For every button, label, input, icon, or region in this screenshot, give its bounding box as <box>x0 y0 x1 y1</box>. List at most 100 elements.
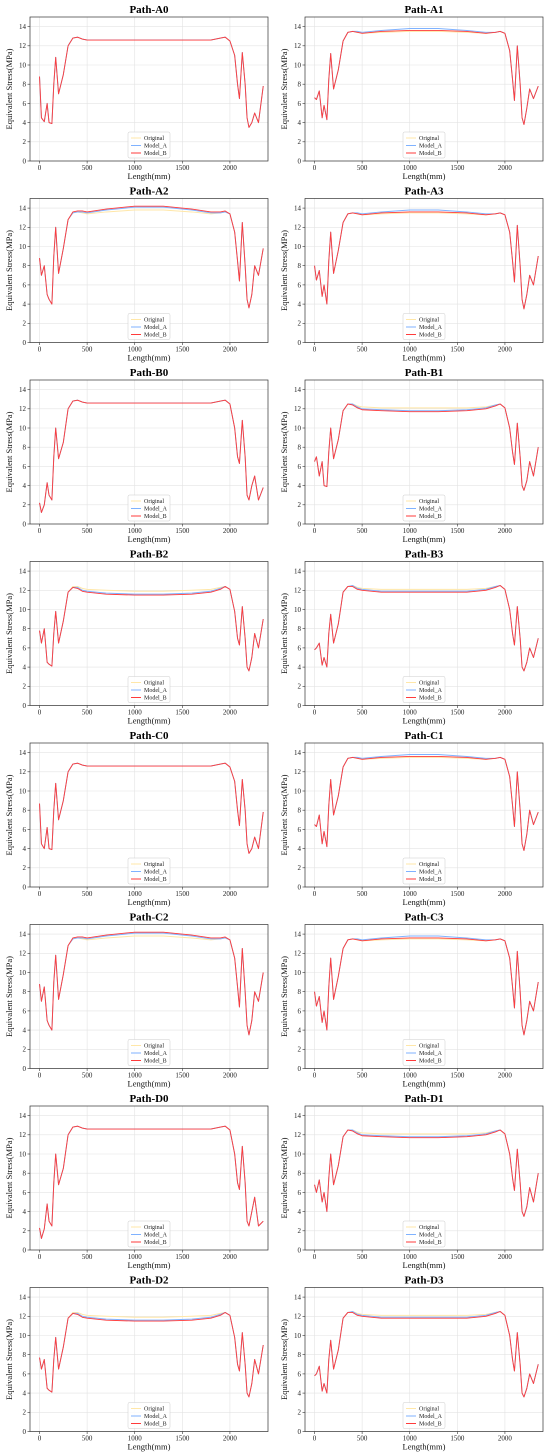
legend-label: Model_B <box>419 1422 442 1428</box>
y-tick-label: 14 <box>294 568 302 576</box>
x-tick-label: 1000 <box>128 890 143 898</box>
x-tick-label: 500 <box>357 1435 368 1443</box>
x-axis-label: Length(mm) <box>403 171 446 181</box>
legend-label: Original <box>419 1407 439 1413</box>
y-tick-label: 6 <box>298 1370 302 1378</box>
x-tick-label: 1000 <box>128 1072 143 1080</box>
x-tick-label: 0 <box>38 709 42 717</box>
chart-panel-a1: Path-A1 0 2 4 6 8 10 12 14 0 500 1000 1500 2000 Length… <box>279 4 544 181</box>
y-tick-label: 8 <box>23 262 27 270</box>
plot-frame <box>29 379 269 525</box>
x-axis-label: Length(mm) <box>128 534 171 544</box>
y-tick-label: 2 <box>298 501 302 509</box>
x-tick-label: 1000 <box>128 1435 143 1443</box>
y-tick-label: 8 <box>298 807 302 815</box>
x-tick-label: 2000 <box>223 527 238 535</box>
y-tick-label: 6 <box>23 1370 27 1378</box>
y-tick-label: 2 <box>298 1046 302 1054</box>
legend-label: Model_B <box>144 877 167 883</box>
x-tick-label: 500 <box>82 1072 93 1080</box>
x-axis-label: Length(mm) <box>403 353 446 363</box>
x-axis-label: Length(mm) <box>128 171 171 181</box>
y-tick-label: 12 <box>19 768 27 776</box>
chart-panel-d1: Path-D1 0 2 4 6 8 10 12 14 0 500 1000 1500 2000 Length… <box>279 1093 544 1270</box>
y-axis-label: Equivalent Stress(MPa) <box>279 411 289 492</box>
series-line-model-b <box>314 1311 539 1398</box>
y-tick-label: 6 <box>23 1189 27 1197</box>
x-tick-label: 2000 <box>498 1435 513 1443</box>
x-tick-label: 1000 <box>403 1072 418 1080</box>
legend-label: Model_B <box>144 151 167 157</box>
y-axis-label: Equivalent Stress(MPa) <box>279 1137 289 1218</box>
y-tick-label: 14 <box>19 386 27 394</box>
y-tick-label: 2 <box>23 1409 27 1417</box>
x-tick-label: 0 <box>313 1435 317 1443</box>
legend-label: Model_B <box>419 151 442 157</box>
y-tick-label: 8 <box>23 1351 27 1359</box>
x-tick-label: 500 <box>357 890 368 898</box>
plot-frame <box>29 561 269 706</box>
chart-title: Path-C2 <box>129 912 169 924</box>
y-tick-label: 12 <box>19 405 27 413</box>
chart-panel-b0: Path-B0 0 2 4 6 8 10 12 14 0 500 1000 1500 2000 Length… <box>4 367 269 544</box>
y-tick-label: 4 <box>298 845 302 853</box>
x-axis-label: Length(mm) <box>128 1260 171 1270</box>
legend-label: Model_B <box>144 514 167 520</box>
series-line-model-b <box>39 399 264 513</box>
chart-panel-a2: Path-A2 0 2 4 6 8 10 12 14 0 500 1000 1500 2000 Length… <box>4 186 269 363</box>
y-tick-label: 10 <box>19 969 27 977</box>
legend-label: Model_A <box>144 1414 168 1420</box>
legend-label: Original <box>144 136 164 142</box>
x-tick-label: 0 <box>313 890 317 898</box>
legend-label: Original <box>419 862 439 868</box>
x-tick-label: 2000 <box>498 164 513 172</box>
y-tick-label: 10 <box>294 243 302 251</box>
x-tick-label: 2000 <box>498 709 513 717</box>
legend-label: Model_A <box>419 507 443 513</box>
x-axis-label: Length(mm) <box>403 1079 446 1089</box>
y-tick-label: 8 <box>23 81 27 89</box>
y-tick-label: 0 <box>23 883 27 891</box>
y-tick-label: 4 <box>23 301 27 309</box>
x-tick-label: 1000 <box>128 709 143 717</box>
x-tick-label: 1500 <box>450 527 465 535</box>
y-tick-label: 0 <box>23 1428 27 1436</box>
y-tick-label: 12 <box>19 224 27 232</box>
x-tick-label: 2000 <box>223 1253 238 1261</box>
legend-label: Original <box>419 499 439 505</box>
y-tick-label: 0 <box>23 157 27 165</box>
y-tick-label: 2 <box>298 1227 302 1235</box>
series-line-model-b <box>39 205 264 309</box>
series-line-model-b <box>314 585 539 672</box>
legend-label: Original <box>144 862 164 868</box>
y-tick-label: 10 <box>19 787 27 795</box>
chart-panel-b2: Path-B2 0 2 4 6 8 10 12 14 0 500 1000 1500 2000 Length… <box>4 549 269 726</box>
plot-frame <box>29 924 269 1069</box>
x-tick-label: 2000 <box>498 890 513 898</box>
y-axis-label: Equivalent Stress(MPa) <box>4 956 14 1037</box>
x-tick-label: 0 <box>313 527 317 535</box>
legend-label: Model_A <box>144 870 168 876</box>
y-tick-label: 6 <box>23 644 27 652</box>
plot-frame <box>304 924 544 1069</box>
x-tick-label: 2000 <box>498 527 513 535</box>
legend-label: Model_A <box>419 1233 443 1239</box>
y-tick-label: 0 <box>298 883 302 891</box>
x-tick-label: 1500 <box>450 1072 465 1080</box>
y-tick-label: 14 <box>19 205 27 213</box>
x-tick-label: 500 <box>357 527 368 535</box>
y-tick-label: 2 <box>23 1227 27 1235</box>
legend-label: Model_B <box>144 333 167 339</box>
y-tick-label: 14 <box>19 568 27 576</box>
x-tick-label: 500 <box>357 1072 368 1080</box>
y-axis-label: Equivalent Stress(MPa) <box>4 1319 14 1400</box>
y-tick-label: 12 <box>294 405 302 413</box>
y-tick-label: 8 <box>298 625 302 633</box>
y-tick-label: 2 <box>23 864 27 872</box>
y-tick-label: 4 <box>23 1208 27 1216</box>
